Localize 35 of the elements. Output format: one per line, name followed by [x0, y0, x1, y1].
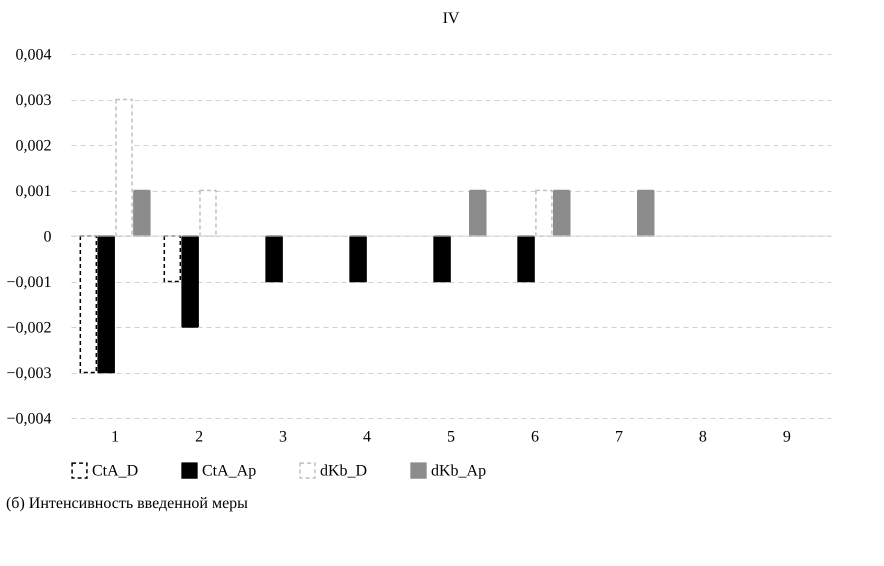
bar: [469, 190, 487, 237]
y-tick-label: −0,003: [6, 365, 52, 382]
bar: [265, 235, 283, 282]
x-axis-title: (б) Интенсивность введенной меры: [6, 495, 248, 512]
x-tick-label: 9: [782, 428, 791, 446]
x-tick-label: 1: [111, 428, 120, 446]
bar: [517, 235, 535, 282]
bar: [133, 190, 151, 237]
x-tick-label: 5: [447, 428, 455, 446]
bar: [349, 235, 367, 282]
chart-title: IV: [442, 10, 460, 27]
y-tick-label: 0,001: [16, 183, 52, 200]
x-tick-label: 4: [363, 428, 372, 446]
y-tick-label: 0,004: [16, 46, 52, 64]
y-tick-label: −0,002: [6, 320, 52, 336]
bar: [433, 235, 451, 282]
y-tick-label: −0,001: [6, 274, 52, 291]
bar: [199, 190, 217, 237]
legend-label: CtA_Ap: [202, 462, 256, 480]
y-tick-label: 0: [44, 228, 52, 246]
bar: [636, 190, 654, 237]
y-tick-label: 0,003: [16, 92, 52, 109]
bar: [535, 190, 553, 237]
x-tick-label: 3: [279, 428, 288, 446]
x-tick-label: 6: [530, 428, 539, 446]
y-tick-label: −0,004: [6, 410, 52, 428]
y-tick-label: 0,002: [16, 138, 52, 154]
bar: [552, 190, 570, 237]
x-tick-label: 2: [195, 428, 204, 446]
legend-label: dKb_D: [320, 462, 368, 480]
legend-label: CtA_D: [92, 462, 138, 480]
x-tick-label: 8: [698, 428, 707, 446]
bar: [115, 98, 133, 237]
x-tick-label: 7: [614, 428, 623, 446]
legend-label: dKb_Ap: [431, 462, 486, 480]
